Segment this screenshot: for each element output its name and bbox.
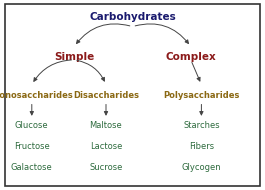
Text: Glycogen: Glycogen — [182, 163, 221, 172]
Text: Lactose: Lactose — [90, 142, 122, 151]
Text: Polysaccharides: Polysaccharides — [163, 90, 240, 100]
Text: Carbohydrates: Carbohydrates — [89, 12, 176, 22]
Text: Galactose: Galactose — [11, 163, 53, 172]
FancyBboxPatch shape — [5, 4, 260, 186]
Text: Simple: Simple — [54, 52, 94, 62]
Text: Fructose: Fructose — [14, 142, 50, 151]
Text: Starches: Starches — [183, 121, 220, 130]
Text: Monosaccharides: Monosaccharides — [0, 90, 73, 100]
Text: Complex: Complex — [165, 52, 216, 62]
Text: Glucose: Glucose — [15, 121, 48, 130]
Text: Sucrose: Sucrose — [89, 163, 123, 172]
Text: Fibers: Fibers — [189, 142, 214, 151]
Text: Disaccharides: Disaccharides — [73, 90, 139, 100]
Text: Maltose: Maltose — [90, 121, 122, 130]
